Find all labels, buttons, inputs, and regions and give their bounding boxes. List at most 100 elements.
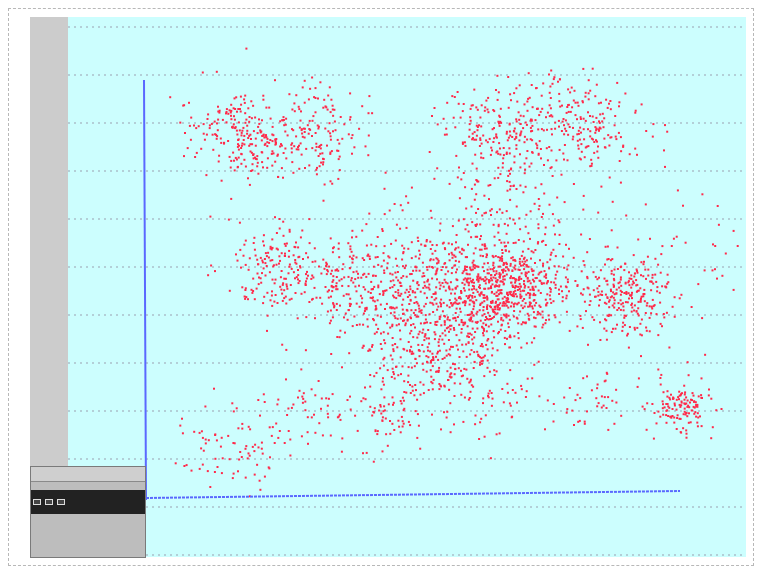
data-point (393, 315, 396, 318)
data-point (532, 287, 535, 290)
data-point (228, 155, 231, 158)
data-point (325, 264, 328, 267)
data-point (479, 238, 482, 241)
data-point (580, 143, 583, 146)
data-point (426, 360, 428, 363)
data-point (302, 392, 305, 395)
data-point (637, 238, 640, 241)
data-point (443, 356, 446, 359)
data-point (620, 414, 623, 417)
data-point (482, 306, 485, 308)
data-point (332, 286, 335, 289)
data-point (408, 294, 411, 297)
data-point (703, 269, 706, 272)
data-point (540, 128, 543, 131)
data-point (322, 161, 325, 164)
data-point (472, 305, 475, 308)
data-point (356, 429, 359, 432)
data-point (385, 289, 388, 292)
plot-area[interactable] (68, 17, 746, 557)
data-point (443, 411, 445, 414)
data-point (371, 112, 374, 115)
data-point (582, 67, 585, 70)
data-point (343, 316, 345, 319)
data-point (659, 271, 662, 274)
data-point (480, 360, 483, 363)
data-point (261, 119, 263, 122)
data-point (302, 127, 305, 130)
data-point (309, 128, 312, 131)
data-point (542, 264, 544, 267)
data-point (609, 100, 612, 102)
data-point (526, 280, 529, 283)
panel-value-1 (33, 499, 41, 505)
data-point (418, 355, 421, 358)
data-point (597, 128, 600, 131)
data-point (434, 323, 437, 326)
data-point (379, 367, 382, 370)
scatter-plot[interactable] (68, 17, 746, 557)
data-point (216, 129, 219, 132)
data-point (542, 323, 545, 326)
data-point (525, 342, 528, 345)
data-point (539, 292, 542, 294)
data-point (455, 334, 458, 337)
data-point (623, 314, 626, 317)
data-point (666, 395, 669, 398)
data-point (498, 331, 500, 333)
data-point (479, 254, 482, 257)
data-point (618, 281, 621, 284)
data-point (279, 259, 281, 262)
data-point (546, 128, 548, 131)
data-point (417, 424, 420, 427)
data-point (372, 299, 375, 302)
data-point (606, 283, 609, 286)
data-point (444, 273, 447, 276)
data-point (420, 243, 423, 246)
data-point (284, 130, 287, 133)
data-point (292, 271, 295, 274)
data-point (234, 126, 237, 129)
data-point (561, 290, 563, 293)
data-point (414, 296, 417, 299)
data-point (472, 263, 475, 266)
data-point (399, 294, 402, 297)
data-point (468, 273, 471, 276)
data-point (549, 107, 552, 110)
data-point (505, 261, 508, 264)
data-point (468, 336, 470, 338)
data-point (242, 139, 245, 141)
data-point (230, 197, 233, 200)
data-point (483, 262, 486, 265)
data-point (414, 314, 417, 317)
data-point (422, 328, 425, 331)
data-point (266, 291, 269, 294)
data-point (421, 261, 424, 264)
data-point (626, 334, 629, 337)
data-point (604, 263, 606, 266)
data-point (507, 306, 510, 309)
data-point (274, 143, 277, 146)
data-point (472, 278, 474, 281)
data-point (336, 416, 339, 419)
data-point (299, 142, 302, 145)
data-point (537, 153, 540, 156)
data-point (355, 256, 358, 259)
data-point (628, 297, 630, 300)
data-point (405, 308, 408, 311)
data-point (611, 200, 614, 203)
data-point (266, 314, 269, 317)
data-point (461, 247, 464, 250)
data-point (545, 282, 548, 285)
data-point (508, 152, 511, 155)
data-point (597, 156, 600, 159)
data-point (633, 309, 636, 312)
data-point (366, 325, 369, 328)
data-point (292, 129, 295, 132)
data-point (420, 309, 423, 312)
data-point (464, 144, 467, 147)
data-point (335, 285, 338, 287)
data-point (524, 321, 527, 324)
data-point (213, 120, 216, 123)
data-point (606, 258, 609, 261)
